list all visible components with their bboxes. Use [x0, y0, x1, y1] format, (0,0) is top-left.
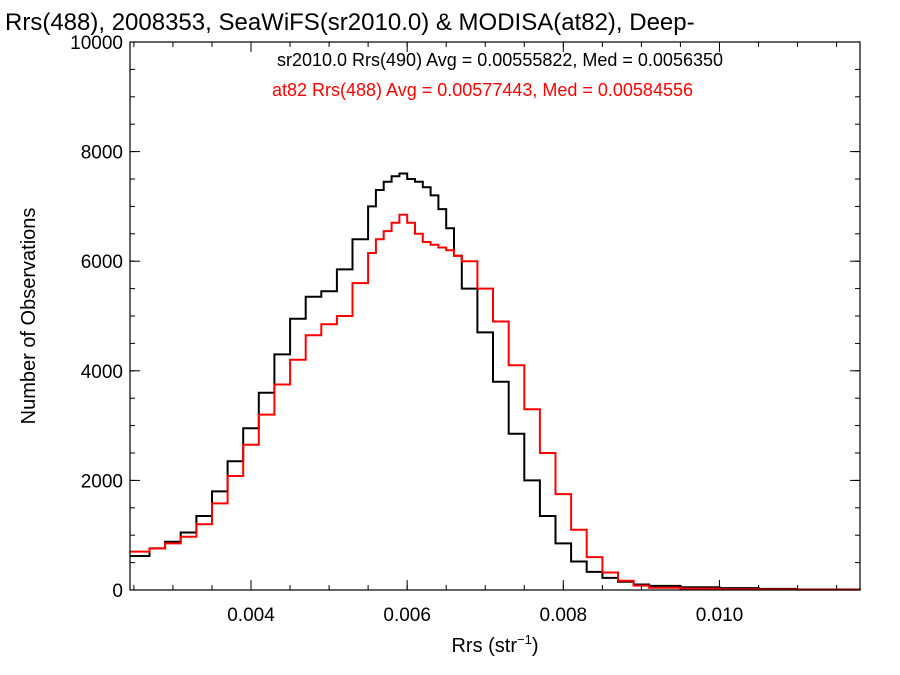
x-axis-label-main: Rrs (str: [451, 635, 517, 657]
y-axis: 0 2000 4000 6000 8000 10000: [70, 33, 860, 602]
legend-entry-seawifs: sr2010.0 Rrs(490) Avg = 0.00555822, Med …: [277, 50, 723, 70]
legend-entry-modisa: at82 Rrs(488) Avg = 0.00577443, Med = 0.…: [272, 80, 693, 100]
series-modisa-line: [130, 215, 860, 590]
x-tick-label: 0.004: [227, 605, 275, 626]
x-axis-label: Rrs (str−1): [451, 632, 538, 657]
x-tick-label: 0.006: [383, 605, 431, 626]
chart-title: Rrs(488), 2008353, SeaWiFS(sr2010.0) & M…: [5, 9, 695, 36]
y-tick-label: 8000: [81, 143, 123, 164]
x-axis-label-close: ): [532, 635, 539, 657]
y-tick-label: 10000: [70, 33, 123, 54]
y-tick-label: 6000: [81, 252, 123, 273]
x-tick-label: 0.010: [696, 605, 744, 626]
y-axis-label: Number of Observations: [18, 208, 40, 425]
series-group: [130, 174, 860, 590]
legend: sr2010.0 Rrs(490) Avg = 0.00555822, Med …: [272, 50, 723, 100]
plot-frame: [129, 41, 861, 591]
x-axis: 0.004 0.006 0.008 0.010: [133, 42, 838, 626]
y-tick-label: 0: [112, 581, 123, 602]
x-axis-label-superscript: −1: [517, 632, 532, 647]
x-tick-label: 0.008: [540, 605, 588, 626]
y-tick-label: 4000: [81, 362, 123, 383]
y-tick-label: 2000: [81, 471, 123, 492]
series-seawifs-line: [130, 174, 860, 590]
